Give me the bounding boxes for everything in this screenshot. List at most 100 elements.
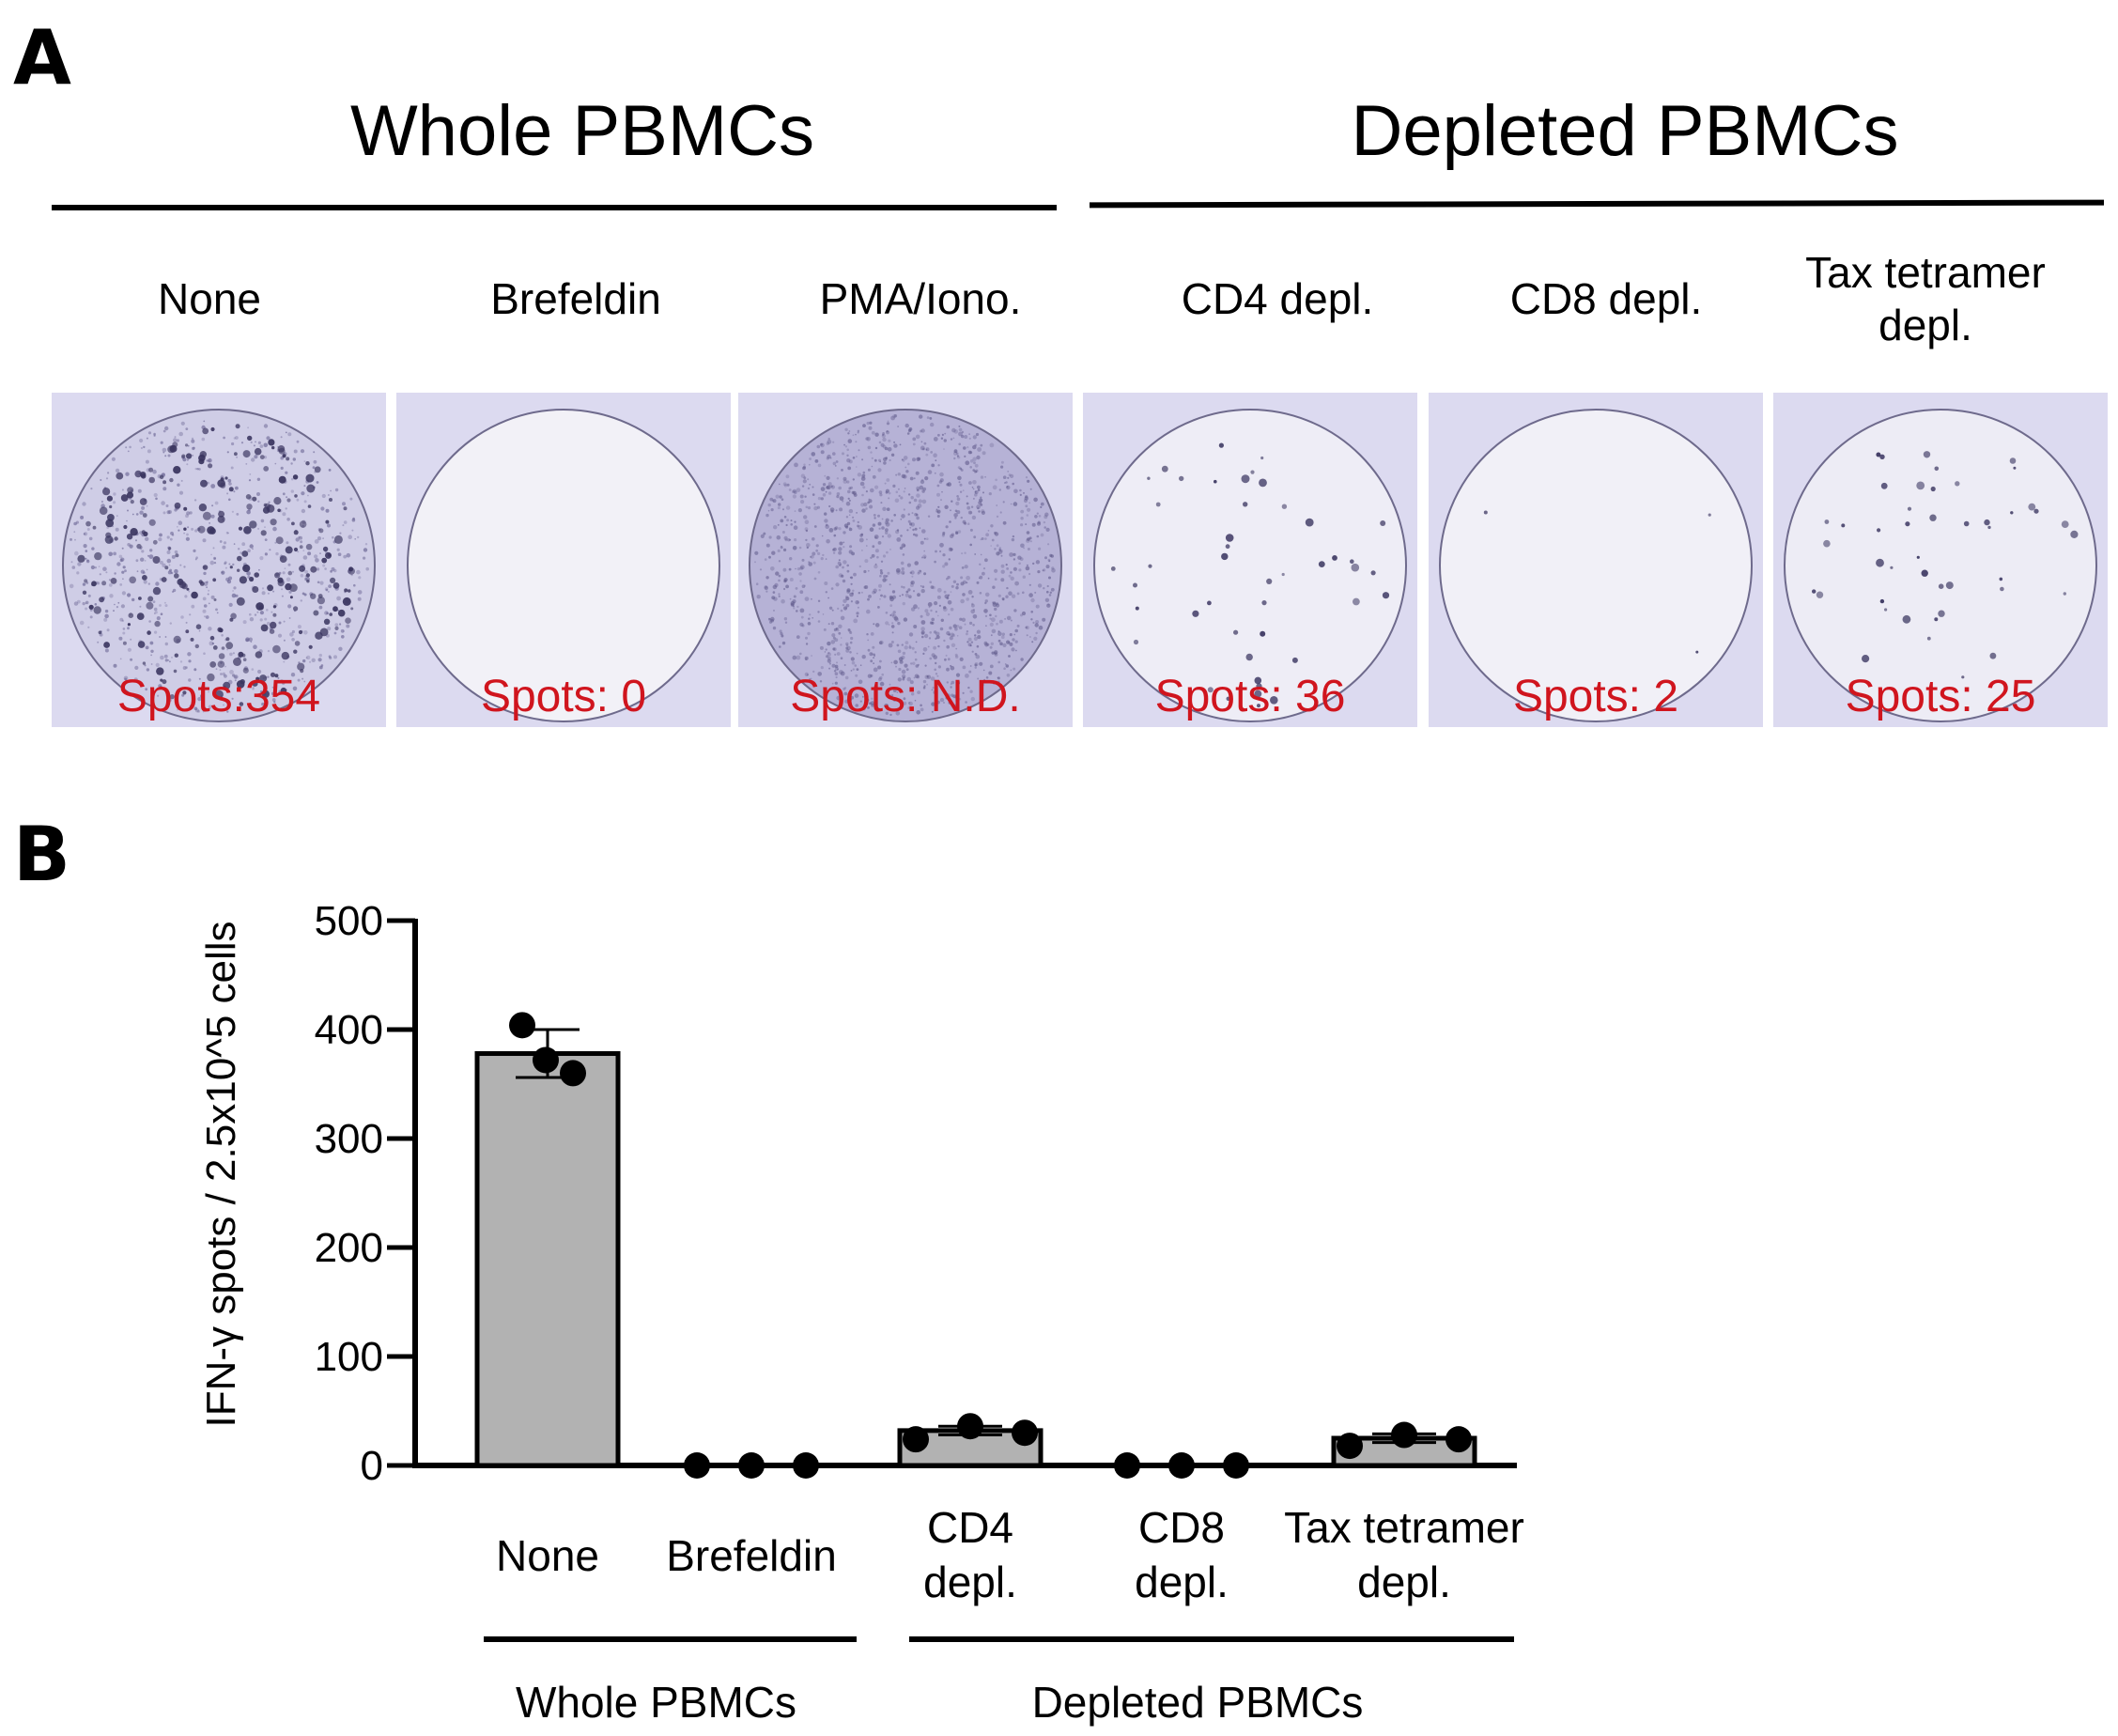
well-texture-dot	[848, 550, 853, 554]
well-texture-dot	[143, 580, 147, 584]
well-texture-dot	[901, 594, 904, 597]
well-texture-dot	[966, 581, 968, 584]
elispot-spot	[105, 519, 115, 528]
well-texture-dot	[826, 655, 828, 659]
well-texture-dot	[948, 633, 951, 636]
well-texture-dot	[792, 655, 797, 660]
well-texture-dot	[1010, 619, 1013, 622]
elispot-spot	[198, 504, 208, 512]
well-texture-dot	[158, 537, 162, 542]
well-texture-dot	[847, 497, 850, 500]
well-texture-dot	[979, 575, 983, 580]
well-texture-dot	[302, 550, 305, 551]
well-texture-dot	[997, 639, 1001, 643]
well-texture-dot	[838, 527, 842, 531]
well-texture-dot	[870, 701, 874, 705]
elispot-spot	[212, 645, 218, 650]
well-texture-dot	[857, 520, 859, 524]
well-texture-dot	[845, 642, 849, 646]
well-texture-dot	[297, 625, 301, 629]
well-texture-dot	[1000, 564, 1005, 568]
well-texture-dot	[817, 611, 820, 613]
well-texture-dot	[283, 639, 286, 642]
well-texture-dot	[252, 688, 255, 690]
well-texture-dot	[846, 564, 849, 567]
well-texture-dot	[94, 603, 98, 606]
well-texture-dot	[956, 625, 960, 628]
well-texture-dot	[971, 650, 974, 653]
well-texture-dot	[887, 534, 891, 538]
well-texture-dot	[784, 621, 788, 624]
well-texture-dot	[1047, 603, 1050, 606]
well-texture-dot	[765, 513, 769, 518]
well-texture-dot	[283, 660, 286, 663]
well-texture-dot	[844, 427, 848, 431]
well-texture-dot	[940, 437, 944, 440]
well-texture-dot	[946, 577, 949, 581]
well-texture-dot	[164, 426, 169, 431]
well-texture-dot	[998, 547, 1001, 550]
well-texture-dot	[879, 569, 883, 572]
well-texture-dot	[935, 635, 940, 640]
elispot-spot	[348, 566, 354, 572]
well-texture-dot	[870, 556, 873, 559]
well-texture-dot	[912, 528, 915, 532]
well-texture-dot	[820, 666, 824, 670]
elispot-spot	[1148, 564, 1152, 568]
well-texture-dot	[920, 441, 923, 443]
well-texture-dot	[906, 676, 912, 682]
well-texture-dot	[825, 591, 827, 594]
well-texture-dot	[950, 534, 954, 538]
well-texture-dot	[174, 508, 178, 512]
well-texture-dot	[832, 548, 835, 551]
elispot-spot	[228, 487, 234, 492]
well-texture-dot	[799, 565, 805, 570]
well-texture-dot	[856, 652, 858, 655]
well-texture-dot	[341, 635, 345, 639]
elispot-spot	[126, 491, 134, 499]
well-texture-dot	[170, 531, 174, 535]
well-texture-dot	[866, 421, 870, 426]
elispot-spot	[1257, 704, 1260, 708]
well-texture-dot	[193, 499, 197, 502]
well-texture-dot	[830, 587, 834, 590]
y-tick-label: 400	[315, 1007, 383, 1053]
well-texture-dot	[143, 445, 146, 449]
well-texture-dot	[903, 544, 906, 548]
well-texture-dot	[1028, 593, 1033, 597]
well-texture-dot	[831, 682, 834, 685]
well-texture-dot	[980, 682, 984, 688]
well-texture-dot	[827, 659, 831, 663]
elispot-spot	[305, 543, 313, 550]
well-texture-dot	[884, 482, 887, 485]
well-texture-dot	[1004, 617, 1007, 620]
well-texture-dot	[984, 599, 988, 603]
well-texture-dot	[997, 594, 1001, 597]
well-texture-dot	[920, 428, 925, 433]
elispot-spot	[190, 637, 194, 642]
well-texture-dot	[209, 641, 214, 646]
well-texture-dot	[939, 697, 945, 703]
well-texture-dot	[984, 592, 990, 597]
well-texture-dot	[141, 550, 145, 553]
well-texture-dot	[846, 480, 850, 484]
well-texture-dot	[814, 459, 819, 463]
well-texture-dot	[907, 462, 910, 466]
well-texture-dot	[850, 657, 855, 661]
well-texture-dot	[804, 597, 810, 601]
well-texture-dot	[1036, 512, 1039, 515]
well-texture-dot	[936, 587, 942, 593]
well-texture-dot	[950, 548, 953, 551]
well-texture-dot	[1025, 476, 1028, 479]
well-texture-dot	[799, 652, 802, 656]
well-texture-dot	[880, 571, 884, 575]
well-texture-dot	[885, 490, 889, 494]
well-texture-dot	[1013, 502, 1018, 506]
well-texture-dot	[232, 674, 236, 677]
well-texture-dot	[253, 644, 257, 649]
well-texture-dot	[246, 571, 251, 576]
well-texture-dot	[765, 590, 768, 593]
well-texture-dot	[889, 713, 892, 717]
elispot-spot	[1483, 510, 1488, 515]
well-texture-dot	[943, 606, 947, 610]
